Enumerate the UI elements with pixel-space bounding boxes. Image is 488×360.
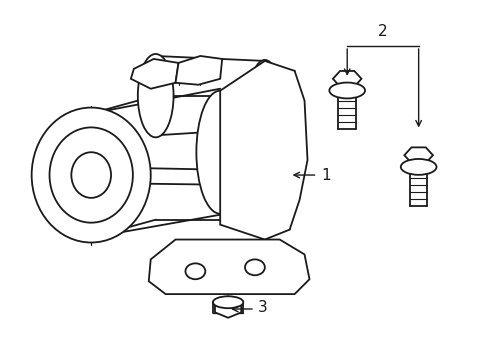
Polygon shape (332, 71, 361, 87)
Ellipse shape (196, 91, 244, 214)
Text: 3: 3 (257, 300, 267, 315)
Ellipse shape (32, 108, 150, 243)
Ellipse shape (328, 82, 365, 98)
Polygon shape (404, 147, 432, 163)
Ellipse shape (249, 60, 279, 129)
Ellipse shape (185, 264, 205, 279)
Ellipse shape (49, 127, 133, 223)
Ellipse shape (138, 54, 173, 137)
Ellipse shape (212, 296, 243, 308)
Text: 1: 1 (321, 167, 330, 183)
Text: 2: 2 (377, 24, 387, 39)
Ellipse shape (244, 260, 264, 275)
Polygon shape (148, 239, 309, 294)
Polygon shape (215, 296, 241, 318)
Ellipse shape (400, 159, 436, 175)
Ellipse shape (71, 152, 111, 198)
Polygon shape (175, 56, 222, 85)
Polygon shape (131, 59, 178, 89)
Polygon shape (220, 61, 307, 239)
Ellipse shape (235, 159, 254, 195)
